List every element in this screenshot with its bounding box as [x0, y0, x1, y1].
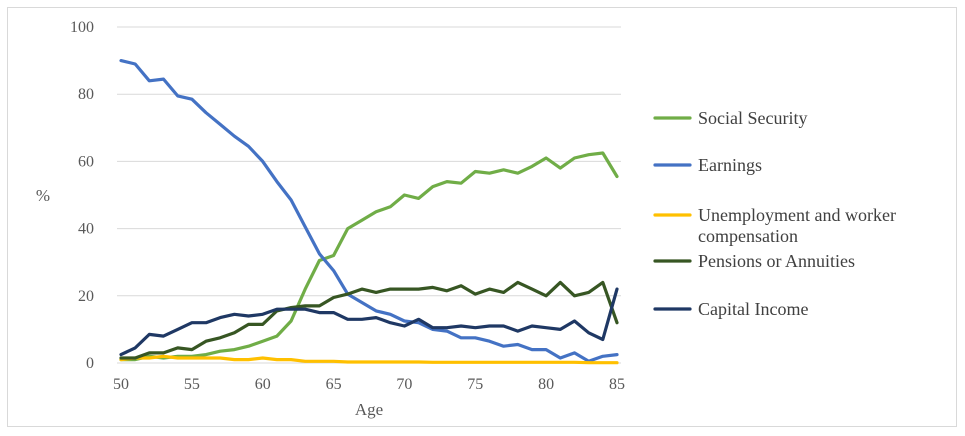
- legend-label: Social Security: [698, 108, 807, 128]
- series-line-earnings: [119, 58, 619, 363]
- y-tick-label: 40: [78, 221, 94, 238]
- x-tick-label: 70: [396, 376, 412, 393]
- legend-label: compensation: [698, 226, 798, 246]
- gridlines: [117, 26, 621, 364]
- x-tick-label: 65: [326, 376, 342, 393]
- y-tick-label: 100: [70, 19, 94, 36]
- series-lines: [119, 58, 619, 365]
- x-tick-label: 80: [538, 376, 554, 393]
- series-line-capital-income: [119, 287, 619, 357]
- x-axis-label: Age: [355, 400, 383, 419]
- legend: Social Security Earnings Unemployment and …: [653, 108, 896, 319]
- series-line-unemployment-and-worker-compensation: [119, 354, 619, 365]
- x-tick-label: 50: [113, 376, 129, 393]
- series-line-social-security: [119, 151, 619, 362]
- legend-label: Unemployment and worker: [698, 205, 896, 225]
- legend-label: Earnings: [698, 155, 762, 175]
- x-tick-label: 85: [609, 376, 625, 393]
- legend-label: Capital Income: [698, 299, 808, 319]
- y-tick-label: 60: [78, 153, 94, 170]
- x-tick-label: 75: [467, 376, 483, 393]
- y-tick-label: 20: [78, 288, 94, 305]
- y-axis-label: %: [36, 186, 50, 205]
- legend-label: Pensions or Annuities: [698, 251, 855, 271]
- y-tick-label: 80: [78, 86, 94, 103]
- x-tick-label: 55: [184, 376, 200, 393]
- tick-labels: 0 20 40 60 80 100 50 55 60 65 70 75 80 85: [70, 19, 625, 393]
- y-tick-label: 0: [86, 355, 94, 372]
- x-tick-label: 60: [255, 376, 271, 393]
- series-line-pensions-or-annuities: [119, 280, 619, 360]
